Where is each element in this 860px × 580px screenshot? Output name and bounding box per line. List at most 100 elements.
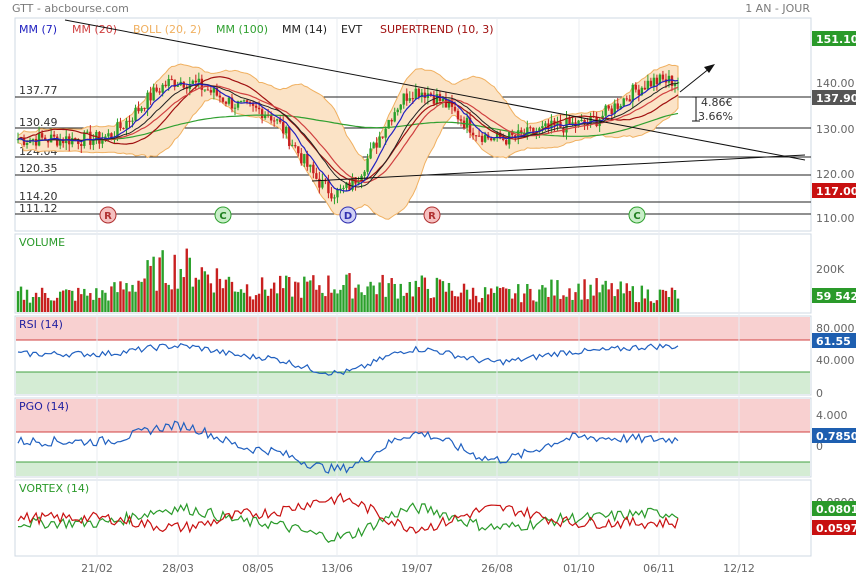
volume-bar: [505, 288, 508, 312]
volume-bar: [619, 281, 622, 312]
candle-body: [62, 139, 65, 144]
forecast-arrow: [679, 64, 715, 93]
volume-bar: [393, 283, 396, 312]
volume-bar: [529, 288, 532, 312]
candle-body: [212, 87, 216, 93]
candle-body: [149, 92, 152, 101]
volume-bar: [185, 248, 188, 312]
variation-pct: 3.66%: [698, 110, 733, 123]
candle-body: [110, 133, 113, 138]
volume-bars: [16, 248, 680, 312]
candle-body: [248, 101, 252, 104]
volume-bar: [435, 277, 439, 312]
candle-body: [676, 82, 680, 84]
candle-body: [342, 187, 345, 189]
volume-bar: [74, 300, 77, 312]
volume-bar: [556, 280, 559, 312]
volume-bar: [655, 300, 659, 312]
svg-text:C: C: [633, 211, 640, 222]
volume-bar: [396, 298, 399, 312]
volume-bar: [309, 280, 312, 312]
volume-bar: [495, 286, 499, 312]
candle-body: [182, 81, 185, 88]
volume-bar: [354, 287, 357, 312]
price-axis: 140.00 130.00 120.00 110.00: [816, 77, 855, 225]
candle-body: [514, 135, 517, 138]
candle-body: [420, 92, 424, 98]
candle-body: [300, 153, 303, 164]
candle-body: [589, 116, 592, 124]
candle-body: [613, 103, 616, 114]
candle-body: [465, 117, 469, 128]
volume-bar: [595, 278, 598, 312]
volume-bar: [77, 287, 80, 312]
candle-body: [474, 135, 478, 137]
candle-body: [637, 89, 641, 96]
candle-body: [538, 128, 541, 133]
volume-bar: [517, 284, 520, 312]
volume-bar: [640, 285, 644, 312]
candle-body: [544, 123, 547, 127]
volume-bar: [565, 296, 568, 312]
candle-body: [242, 100, 246, 102]
rsi-overbought-zone: [16, 317, 810, 340]
volume-bar: [453, 296, 457, 312]
volume-bar: [532, 300, 535, 312]
mm20-line: [17, 85, 679, 184]
candle-body: [155, 87, 158, 92]
price-tag-last: 137.90: [812, 90, 859, 105]
volume-bar: [31, 297, 35, 312]
candle-body: [450, 100, 454, 107]
volume-bar: [336, 293, 339, 312]
volume-bar: [492, 292, 496, 312]
candle-body: [363, 171, 366, 176]
volume-bar: [523, 293, 526, 312]
period-label: 1 AN - JOUR: [745, 2, 810, 15]
volume-bar: [52, 300, 56, 312]
svg-text:13/06: 13/06: [321, 562, 353, 575]
mm100-line: [17, 112, 679, 143]
volume-bar: [49, 300, 53, 312]
volume-bar: [278, 275, 282, 312]
volume-bar: [254, 295, 258, 312]
candle-body: [357, 181, 360, 184]
candle-body: [185, 87, 188, 89]
volume-bar: [381, 274, 384, 312]
volume-bar: [456, 296, 460, 312]
volume-bar: [471, 287, 475, 312]
candle-body: [571, 122, 574, 125]
svg-text:28/03: 28/03: [162, 562, 194, 575]
volume-bar: [272, 282, 276, 312]
volume-bar: [405, 292, 408, 312]
candle-body: [601, 115, 604, 120]
volume-bar: [438, 279, 442, 312]
candle-body: [577, 120, 580, 127]
candle-body: [423, 92, 427, 98]
volume-bar: [489, 288, 493, 312]
volume-bar: [43, 292, 47, 312]
pgo-line: [17, 420, 679, 474]
volume-bar: [300, 297, 303, 312]
volume-bar: [131, 284, 134, 312]
candle-body: [556, 121, 559, 126]
volume-bar: [128, 291, 131, 312]
svg-text:151.10: 151.10: [816, 33, 859, 46]
candle-body: [52, 134, 56, 137]
svg-text:0.0597: 0.0597: [816, 522, 858, 535]
volume-bar: [423, 277, 427, 312]
vortex-minus-line: [17, 492, 679, 534]
legend-mm100: MM (100): [216, 23, 268, 36]
svg-text:01/10: 01/10: [563, 562, 595, 575]
legend-supertrend: SUPERTREND (10, 3): [380, 23, 494, 36]
candle-body: [652, 77, 656, 87]
candle-body: [616, 103, 619, 109]
volume-bar: [613, 296, 616, 312]
volume-bar: [176, 288, 179, 312]
volume-bar: [477, 302, 481, 312]
candle-body: [275, 119, 279, 121]
volume-bar: [330, 292, 333, 312]
candle-body: [324, 180, 327, 182]
volume-bar: [248, 296, 252, 312]
volume-bar: [143, 278, 146, 312]
volume-bar: [173, 254, 176, 312]
